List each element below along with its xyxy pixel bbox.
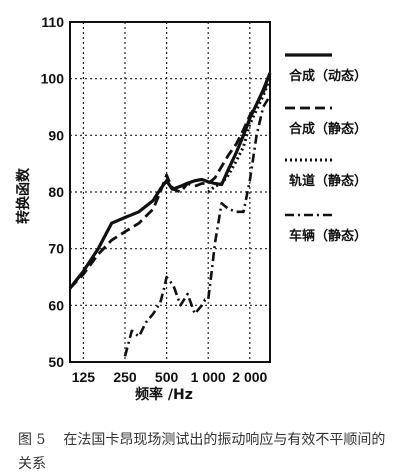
figure-caption: 图 5 在法国卡昂现场测试出的振动响应与有效不平顺间的关系 xyxy=(18,428,388,476)
y-axis-label: 转换函数 xyxy=(15,167,32,224)
y-tick-label: 60 xyxy=(48,297,64,313)
x-tick-label: 250 xyxy=(113,369,137,385)
x-axis-label: 频率 /Hz xyxy=(135,386,193,403)
y-tick-label: 80 xyxy=(48,184,64,200)
grid xyxy=(70,22,270,362)
x-tick-label: 125 xyxy=(72,369,96,385)
y-tick-label: 100 xyxy=(41,71,65,87)
series-line-2 xyxy=(68,75,272,290)
legend: 合成（动态） 合成（静态） 轨道（静态） 车辆（静态） xyxy=(285,53,367,244)
plot-frame xyxy=(69,21,271,363)
y-tick-label: 70 xyxy=(48,241,64,257)
legend-label-4: 车辆（静态） xyxy=(289,228,367,244)
tick-labels: 50 60 70 80 90 100 110 125 250 500 1 000 2 000 xyxy=(41,14,268,385)
legend-label-3: 轨道（静态） xyxy=(289,173,367,189)
x-tick-label: 1 000 xyxy=(191,369,226,385)
y-tick-label: 50 xyxy=(48,354,64,370)
x-tick-label: 2 000 xyxy=(232,369,267,385)
series-line-4 xyxy=(123,95,272,357)
chart: 50 60 70 80 90 100 110 125 250 500 1 000 2 000 合成（动… xyxy=(15,14,367,403)
figure-number: 图 5 xyxy=(18,432,46,448)
legend-label-1: 合成（动态） xyxy=(289,68,367,84)
x-tick-label: 500 xyxy=(155,369,179,385)
legend-label-2: 合成（静态） xyxy=(289,121,367,137)
caption-text: 在法国卡昂现场测试出的振动响应与有效不平顺间的关系 xyxy=(18,432,386,472)
y-tick-label: 90 xyxy=(48,127,64,143)
series-lines xyxy=(68,72,272,357)
series-line-1 xyxy=(68,72,272,290)
series-line-3 xyxy=(207,78,272,194)
y-tick-label: 110 xyxy=(41,14,64,30)
